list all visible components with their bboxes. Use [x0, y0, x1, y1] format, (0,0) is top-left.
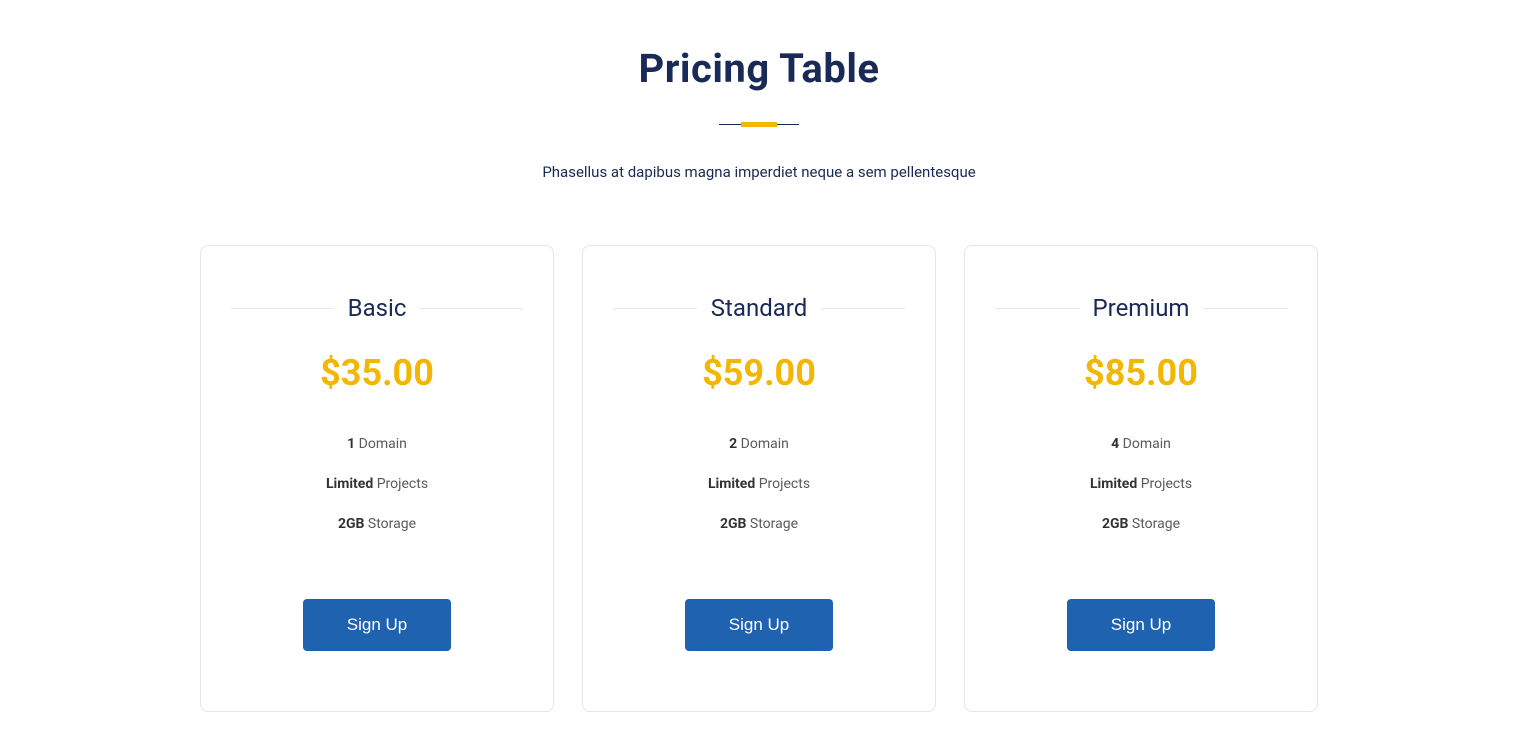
plan-features: 2 Domain Limited Projects 2GB Storage: [613, 424, 905, 544]
signup-button[interactable]: Sign Up: [1067, 599, 1215, 651]
plan-name: Basic: [348, 294, 407, 322]
plan-feature: 1 Domain: [231, 424, 523, 464]
plan-price: $35.00: [231, 352, 523, 394]
plan-name-row: Standard: [613, 294, 905, 322]
plan-feature-bold: 2: [729, 436, 737, 452]
plan-feature: Limited Projects: [231, 464, 523, 504]
plan-feature: Limited Projects: [613, 464, 905, 504]
page-title: Pricing Table: [0, 45, 1518, 92]
plan-feature: 4 Domain: [995, 424, 1287, 464]
plan-name-line-left: [231, 308, 334, 309]
plan-feature: 2GB Storage: [995, 504, 1287, 544]
pricing-card-premium: Premium $85.00 4 Domain Limited Projects…: [964, 245, 1318, 712]
signup-button[interactable]: Sign Up: [685, 599, 833, 651]
plan-name-row: Premium: [995, 294, 1287, 322]
pricing-card-basic: Basic $35.00 1 Domain Limited Projects 2…: [200, 245, 554, 712]
plan-feature-text: Domain: [1119, 436, 1171, 452]
plan-name: Premium: [1093, 294, 1190, 322]
plan-feature-bold: 4: [1111, 436, 1119, 452]
plan-feature-bold: 1: [347, 436, 355, 452]
plan-name-line-left: [995, 308, 1079, 309]
plan-feature-bold: 2GB: [720, 516, 747, 532]
plan-price: $85.00: [995, 352, 1287, 394]
plan-feature-text: Domain: [355, 436, 407, 452]
plan-feature: 2GB Storage: [613, 504, 905, 544]
plan-features: 4 Domain Limited Projects 2GB Storage: [995, 424, 1287, 544]
page-subtitle: Phasellus at dapibus magna imperdiet neq…: [0, 163, 1518, 181]
pricing-cards: Basic $35.00 1 Domain Limited Projects 2…: [0, 245, 1518, 712]
plan-feature: 2GB Storage: [231, 504, 523, 544]
plan-price: $59.00: [613, 352, 905, 394]
plan-feature-bold: Limited: [1090, 476, 1137, 492]
plan-name: Standard: [711, 294, 807, 322]
plan-feature-bold: Limited: [708, 476, 755, 492]
plan-feature: 2 Domain: [613, 424, 905, 464]
plan-feature-text: Storage: [746, 516, 798, 532]
plan-feature-bold: 2GB: [338, 516, 365, 532]
pricing-card-standard: Standard $59.00 2 Domain Limited Project…: [582, 245, 936, 712]
plan-name-line-right: [420, 308, 523, 309]
plan-feature-text: Projects: [1137, 476, 1192, 492]
plan-name-row: Basic: [231, 294, 523, 322]
plan-feature-bold: 2GB: [1102, 516, 1129, 532]
plan-feature-text: Domain: [737, 436, 789, 452]
plan-features: 1 Domain Limited Projects 2GB Storage: [231, 424, 523, 544]
plan-feature-text: Projects: [755, 476, 810, 492]
plan-feature-text: Storage: [1128, 516, 1180, 532]
plan-name-line-left: [613, 308, 697, 309]
plan-feature-text: Storage: [364, 516, 416, 532]
title-divider: [719, 124, 799, 125]
plan-feature-text: Projects: [373, 476, 428, 492]
plan-name-line-right: [821, 308, 905, 309]
plan-feature-bold: Limited: [326, 476, 373, 492]
pricing-section: Pricing Table Phasellus at dapibus magna…: [0, 0, 1518, 712]
plan-feature: Limited Projects: [995, 464, 1287, 504]
signup-button[interactable]: Sign Up: [303, 599, 451, 651]
plan-name-line-right: [1203, 308, 1287, 309]
